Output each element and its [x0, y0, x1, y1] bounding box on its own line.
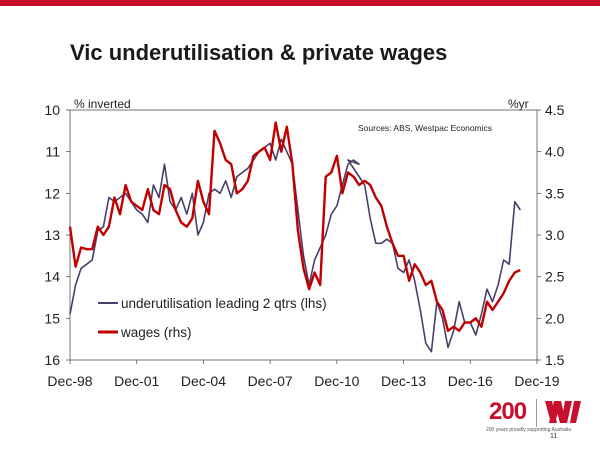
- right-tick-label: 4.0: [545, 144, 565, 160]
- left-tick-label: 14: [44, 269, 60, 285]
- brand-tagline: 200 years proudly supporting Australia: [486, 427, 572, 433]
- right-tick-label: 3.0: [545, 227, 565, 243]
- axes: 10 11 12 13 14 15 16 4.5 4.0 3.5 3.0 2.5 2.0 1.5 Dec-9…: [44, 102, 564, 389]
- legend-label: underutilisation leading 2 qtrs (lhs): [121, 296, 327, 311]
- footer-divider: [536, 399, 537, 427]
- x-tick-label: Dec-98: [47, 373, 92, 389]
- x-tick-label: Dec-10: [314, 373, 359, 389]
- left-tick-label: 12: [44, 185, 60, 201]
- source-note: Sources: ABS, Westpac Economics: [358, 123, 492, 133]
- right-tick-label: 4.5: [545, 102, 565, 118]
- wages-series-line: [68, 121, 521, 332]
- right-tick-label: 1.5: [545, 352, 565, 368]
- legend: underutilisation leading 2 qtrs (lhs) wag…: [98, 296, 327, 340]
- legend-label: wages (rhs): [120, 325, 192, 340]
- top-accent-bar: [0, 0, 600, 6]
- westpac-w-logo-icon: [545, 401, 581, 428]
- right-axis-label: %yr: [508, 97, 529, 111]
- left-tick-label: 13: [44, 227, 60, 243]
- left-tick-label: 15: [44, 310, 60, 326]
- x-tick-label: Dec-19: [514, 373, 559, 389]
- left-tick-label: 10: [44, 102, 60, 118]
- slide-title: Vic underutilisation & private wages: [70, 40, 448, 65]
- series-lines: [68, 121, 521, 353]
- right-tick-label: 2.0: [545, 310, 565, 326]
- x-tick-label: Dec-16: [448, 373, 493, 389]
- right-tick-label: 3.5: [545, 185, 565, 201]
- anniversary-200-mark: 200: [489, 398, 527, 425]
- page-number: 11: [550, 433, 558, 440]
- right-tick-label: 2.5: [545, 269, 565, 285]
- left-axis-label: % inverted: [74, 97, 131, 111]
- left-tick-label: 16: [44, 352, 60, 368]
- underutilisation-series-line: [69, 138, 521, 353]
- x-tick-label: Dec-13: [381, 373, 426, 389]
- left-tick-label: 11: [45, 144, 60, 160]
- x-tick-label: Dec-01: [114, 373, 159, 389]
- x-tick-label: Dec-07: [248, 373, 293, 389]
- x-tick-label: Dec-04: [181, 373, 226, 389]
